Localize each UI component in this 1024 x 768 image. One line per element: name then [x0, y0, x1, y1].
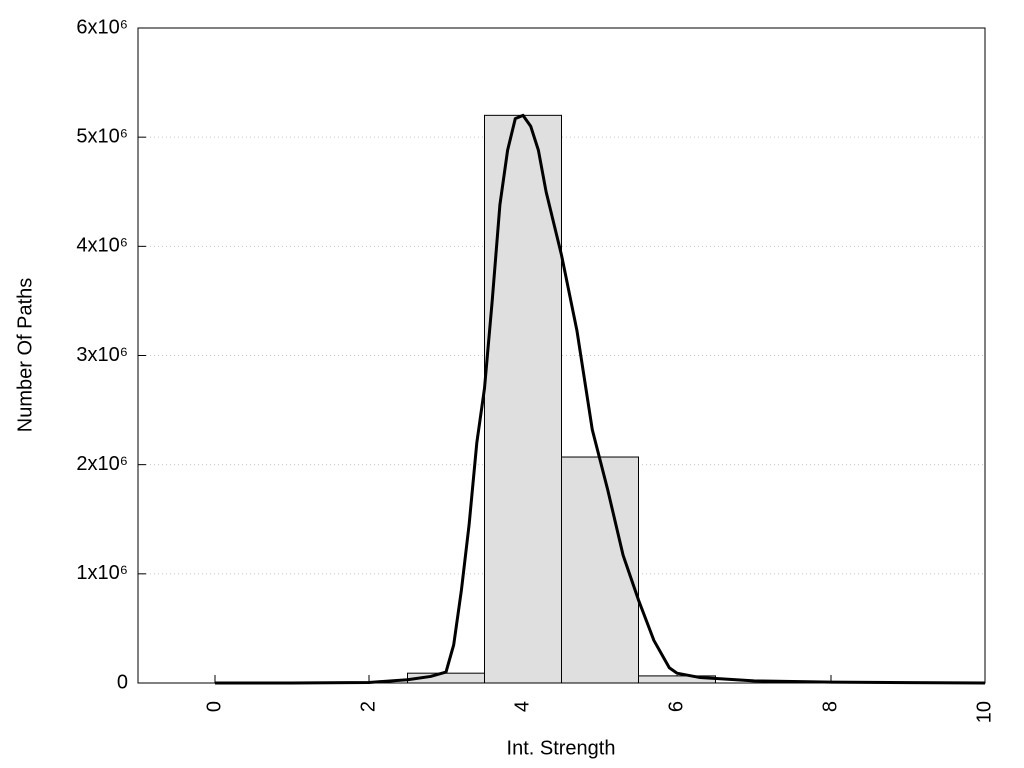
x-tick-label: 8 — [819, 701, 841, 712]
y-tick-label: 0 — [117, 671, 128, 693]
x-axis-label: Int. Strength — [507, 737, 616, 759]
x-tick-label: 0 — [203, 701, 225, 712]
y-tick-label: 2x10⁶ — [76, 453, 128, 475]
y-tick-label: 4x10⁶ — [76, 235, 128, 257]
y-tick-label: 3x10⁶ — [76, 344, 128, 366]
x-tick-label: 10 — [973, 701, 995, 723]
bar — [484, 114, 562, 684]
y-tick-label: 6x10⁶ — [76, 16, 128, 38]
x-tick-label: 6 — [665, 701, 687, 712]
x-tick-label: 2 — [357, 701, 379, 712]
x-tick-label: 4 — [511, 701, 533, 712]
curve — [215, 113, 986, 685]
y-tick-label: 5x10⁶ — [76, 125, 128, 147]
y-tick-label: 1x10⁶ — [76, 562, 128, 584]
plot-frame — [137, 27, 986, 684]
y-axis-label: Number Of Paths — [14, 278, 36, 433]
bar — [561, 456, 639, 684]
